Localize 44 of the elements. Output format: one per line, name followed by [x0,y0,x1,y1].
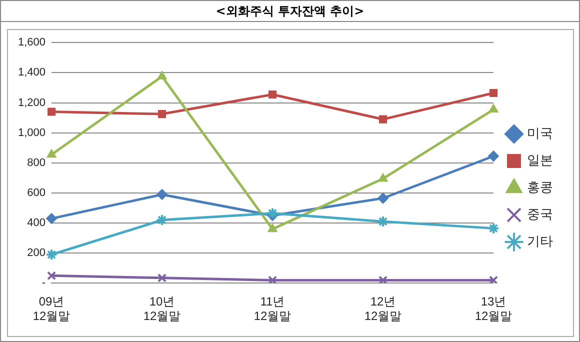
point [157,70,167,80]
point [488,104,498,113]
legend-label: 미국 [527,126,553,141]
point [158,110,166,118]
point [489,88,498,98]
point [268,276,278,284]
point [268,224,278,232]
legend-label: 홍콩 [527,180,553,195]
point [378,115,388,124]
y-tick-label: 200 [27,247,46,260]
legend-label: 기타 [527,234,553,249]
y-tick-label: 1,200 [18,96,46,109]
point [488,276,498,284]
legend-label: 중국 [527,206,553,222]
y-tick-label: 600 [27,187,46,200]
y-tick-label: 400 [27,217,46,230]
legend-label: 일본 [527,152,553,168]
point [46,149,56,158]
chart-title: <외화주식 투자잔액 추이> [1,1,579,22]
x-tick-label: 09년 12월말 [32,294,70,324]
y-tick-label: 800 [27,156,46,169]
point [47,108,56,116]
point [488,222,500,234]
point [378,276,388,284]
point [488,150,499,162]
point [266,207,279,220]
x-tick-label: 13년 12월말 [474,294,512,324]
y-tick-label: 1,400 [18,66,46,79]
point [46,213,58,224]
y-tick-label: - [42,277,46,290]
point [156,188,168,200]
x-tick-label: 10년 12월말 [143,294,181,324]
y-tick-label: 1,600 [18,36,46,49]
point [378,173,388,182]
point [378,192,389,204]
point [157,273,167,282]
point [46,271,56,280]
y-tick-label: 1,000 [18,126,46,139]
point [377,216,390,228]
point [156,214,168,226]
x-tick-label: 12년 12월말 [364,294,402,324]
x-tick-label: 11년 12월말 [254,294,292,324]
point [268,90,277,99]
point [46,248,58,261]
